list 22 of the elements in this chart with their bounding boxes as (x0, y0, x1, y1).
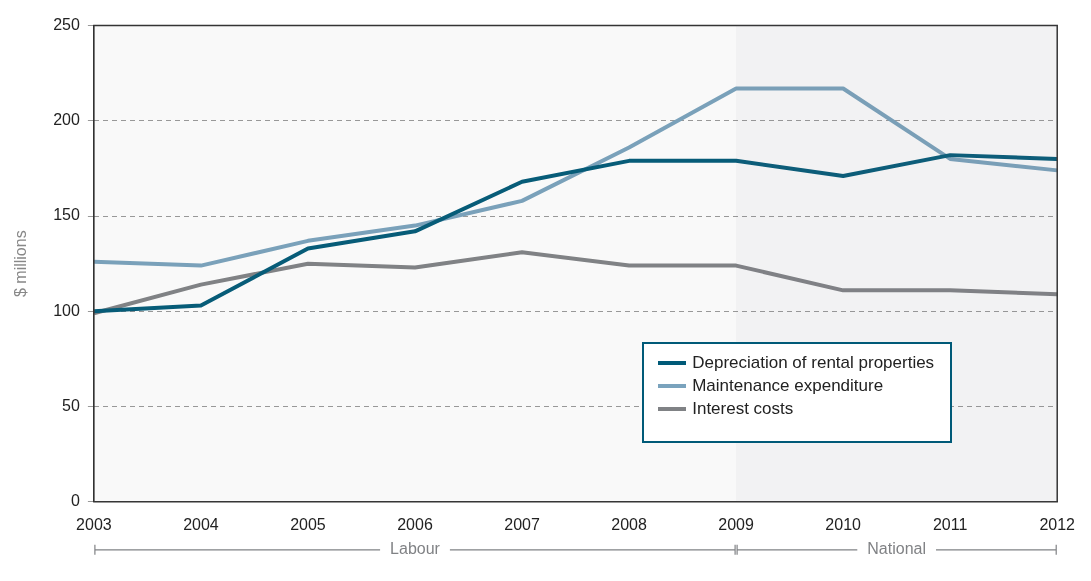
x-tick-label: 2003 (76, 515, 112, 533)
legend-label: Depreciation of rental properties (692, 353, 935, 374)
x-tick-label: 2011 (932, 515, 968, 533)
x-tick-label: 2004 (183, 515, 219, 533)
x-tick-label: 2008 (611, 515, 647, 533)
band-label: Labour (390, 540, 441, 558)
y-tick-label: 100 (53, 301, 80, 319)
y-tick-label: 0 (70, 492, 80, 510)
band-label: National (867, 540, 926, 558)
x-tick-label: 2007 (504, 515, 540, 533)
x-tick-label: 2010 (825, 515, 862, 533)
y-tick-label: 50 (62, 396, 80, 414)
x-tick-label: 2009 (718, 515, 754, 533)
y-axis-title: $ millions (12, 230, 30, 298)
y-tick-label: 150 (53, 206, 80, 224)
x-tick-label: 2006 (397, 515, 433, 533)
y-tick-label: 250 (53, 16, 80, 34)
y-tick-label: 200 (53, 111, 80, 129)
x-tick-label: 2012 (1039, 515, 1076, 533)
x-tick-label: 2005 (290, 515, 326, 533)
legend-label: Interest costs (692, 399, 794, 420)
legend-label: Maintenance expenditure (692, 376, 884, 397)
